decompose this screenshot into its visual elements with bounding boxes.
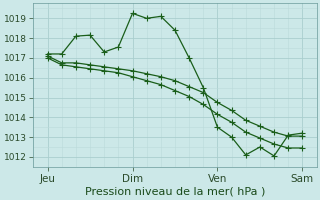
X-axis label: Pression niveau de la mer( hPa ): Pression niveau de la mer( hPa ) <box>85 187 265 197</box>
